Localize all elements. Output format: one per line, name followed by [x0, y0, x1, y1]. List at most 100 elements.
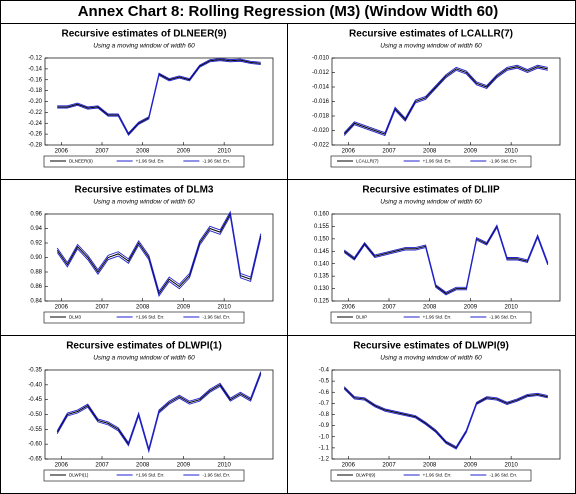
y-tick-label: -0.9 — [319, 423, 330, 429]
legend-label: DLM3 — [69, 315, 82, 320]
x-tick-label: 2008 — [423, 305, 437, 311]
y-tick-label: -0.12 — [28, 56, 42, 62]
y-tick-label: 0.90 — [30, 255, 42, 261]
legend-label: LCALLR(7) — [356, 159, 379, 164]
x-tick-label: 2006 — [342, 149, 356, 155]
x-tick-label: 2008 — [136, 463, 150, 469]
x-tick-label: 2007 — [382, 149, 396, 155]
chart: Recursive estimates of DLM3 Using a movin… — [1, 180, 288, 336]
legend-label: +1.96 Std. Err. — [423, 473, 452, 478]
legend-label: +1.96 Std. Err. — [423, 159, 452, 164]
chart: Recursive estimates of DLWPI(9) Using a m… — [319, 341, 561, 482]
x-tick-label: 2010 — [217, 149, 231, 155]
x-tick-label: 2006 — [342, 463, 356, 469]
legend-label: DLWPI(9) — [356, 473, 376, 478]
legend-label: +1.96 Std. Err. — [136, 315, 165, 320]
chart-subtitle: Using a moving window of width 60 — [93, 355, 195, 362]
x-tick-label: 2010 — [217, 305, 231, 311]
chart-title: Recursive estimates of DLNEER(9) — [61, 29, 226, 40]
x-tick-label: 2010 — [504, 305, 518, 311]
chart: Recursive estimates of LCALLR(7) Using a … — [288, 29, 575, 180]
legend-box — [43, 469, 245, 482]
y-tick-label: -0.7 — [319, 401, 330, 407]
series-line — [57, 60, 261, 136]
x-tick-label: 2007 — [95, 305, 109, 311]
x-tick-label: 2009 — [464, 149, 478, 155]
y-tick-label: -0.14 — [28, 66, 42, 72]
y-tick-label: -0.4 — [319, 368, 330, 374]
x-tick-label: 2009 — [464, 305, 478, 311]
series-line — [343, 226, 549, 296]
y-tick-label: -0.40 — [28, 382, 42, 388]
series-line — [343, 67, 548, 137]
legend-label: DLIIP — [356, 315, 367, 320]
y-tick-label: -0.26 — [28, 132, 42, 138]
chart-title: Recursive estimates of DLWPI(1) — [66, 341, 222, 352]
series-line — [56, 371, 262, 451]
x-tick-label: 2009 — [177, 463, 191, 469]
series-line — [343, 387, 548, 449]
plot-frame — [44, 213, 274, 302]
chart-subtitle: Using a moving window of width 60 — [93, 43, 195, 50]
y-tick-label: -0.28 — [28, 143, 42, 149]
chart-title: Recursive estimates of DLM3 — [75, 185, 214, 196]
chart: Recursive estimates of DLNEER(9) Using a … — [1, 24, 288, 180]
series-line — [56, 374, 262, 454]
x-tick-label: 2007 — [95, 463, 109, 469]
x-tick-label: 2008 — [136, 149, 150, 155]
x-tick-label: 2007 — [382, 463, 396, 469]
y-tick-label: -0.65 — [28, 457, 42, 463]
series-line — [57, 58, 261, 134]
y-tick-label: -0.50 — [28, 412, 42, 418]
y-tick-label: 0.135 — [314, 274, 330, 280]
legend-label: DLNEER(9) — [69, 159, 93, 164]
y-tick-label: -1.0 — [319, 434, 330, 440]
chart-title: Recursive estimates of LCALLR(7) — [349, 29, 513, 40]
series-line — [56, 210, 262, 293]
plot-frame — [44, 57, 274, 146]
legend-label: +1.96 Std. Err. — [136, 473, 165, 478]
series-line — [56, 214, 262, 297]
chart: Recursive estimates of DLIIP Using a movi… — [288, 185, 575, 336]
y-tick-label: -1.1 — [319, 445, 330, 451]
y-tick-label: -0.16 — [28, 77, 42, 83]
x-tick-label: 2008 — [423, 463, 437, 469]
y-tick-label: -0.018 — [312, 114, 330, 120]
x-tick-label: 2006 — [55, 463, 69, 469]
x-tick-label: 2009 — [464, 463, 478, 469]
y-tick-label: -0.016 — [312, 99, 330, 105]
y-tick-label: 0.145 — [314, 249, 330, 255]
y-tick-label: -0.020 — [312, 128, 330, 134]
series-line — [343, 386, 548, 448]
chart: Recursive estimates of DLWPI(1) Using a m… — [28, 336, 288, 493]
chart-grid: Recursive estimates of DLNEER(9) Using a … — [1, 24, 575, 493]
series-line — [343, 224, 549, 293]
y-tick-label: -0.55 — [28, 427, 42, 433]
y-tick-label: 0.88 — [30, 270, 42, 276]
page-title: Annex Chart 8: Rolling Regression (M3) (… — [1, 1, 575, 24]
x-tick-label: 2009 — [177, 305, 191, 311]
y-tick-label: -0.014 — [312, 85, 330, 91]
y-tick-label: 0.96 — [30, 212, 42, 218]
x-tick-label: 2008 — [136, 305, 150, 311]
x-tick-label: 2010 — [217, 463, 231, 469]
plot-frame — [331, 369, 561, 460]
x-tick-label: 2010 — [504, 149, 518, 155]
x-tick-label: 2008 — [423, 149, 437, 155]
legend-box — [330, 469, 532, 482]
y-tick-label: 0.86 — [30, 284, 42, 290]
legend-label: -1.96 Std. Err. — [489, 473, 517, 478]
legend-label: -1.96 Std. Err. — [202, 159, 230, 164]
chart-subtitle: Using a moving window of width 60 — [380, 199, 482, 206]
y-tick-label: 0.150 — [314, 236, 330, 242]
y-tick-label: 0.84 — [30, 299, 42, 305]
y-tick-label: -0.22 — [28, 110, 42, 116]
y-tick-label: 0.160 — [314, 212, 330, 218]
y-tick-label: 0.140 — [314, 261, 330, 267]
chart-title: Recursive estimates of DLIIP — [362, 185, 500, 196]
y-tick-label: -0.35 — [28, 368, 42, 374]
x-tick-label: 2006 — [342, 305, 356, 311]
legend-label: +1.96 Std. Err. — [423, 315, 452, 320]
x-tick-label: 2007 — [95, 149, 109, 155]
